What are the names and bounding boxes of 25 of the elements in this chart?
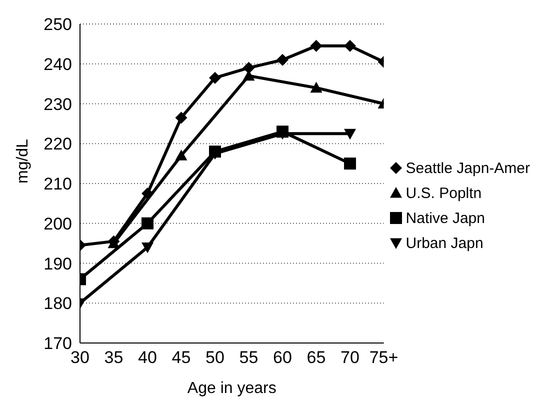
legend-label: Seattle Japn-Amer: [406, 160, 530, 176]
x-tick-label: 40: [138, 348, 157, 368]
x-tick-label: 30: [70, 348, 90, 368]
x-tick-label: 45: [172, 348, 191, 368]
y-tick-label: 200: [44, 214, 72, 234]
x-tick-label: 55: [239, 348, 258, 368]
x-tick-label: 35: [104, 348, 124, 368]
y-tick-label: 180: [44, 294, 72, 314]
x-tick-label: 75+: [369, 348, 398, 368]
x-axis-title: Age in years: [187, 380, 276, 397]
y-tick-label: 250: [44, 15, 72, 34]
y-tick-label: 190: [44, 254, 72, 274]
x-tick-label: 65: [306, 348, 326, 368]
x-tick-label: 50: [206, 348, 224, 368]
x-tick-label: 60: [273, 348, 292, 368]
legend-label: Urban Japn: [406, 234, 484, 252]
y-tick-label: 240: [44, 54, 72, 74]
legend-label: U.S. Popltn: [406, 184, 482, 202]
y-tick-label: 230: [44, 94, 72, 114]
legend-label: Native Japn: [406, 210, 485, 226]
y-tick-label: 220: [44, 134, 72, 154]
y-tick-label: 210: [44, 174, 72, 194]
y-tick-label: 170: [44, 334, 72, 354]
x-tick-label: 70: [340, 348, 360, 368]
y-axis-title: mg/dL: [14, 138, 32, 184]
